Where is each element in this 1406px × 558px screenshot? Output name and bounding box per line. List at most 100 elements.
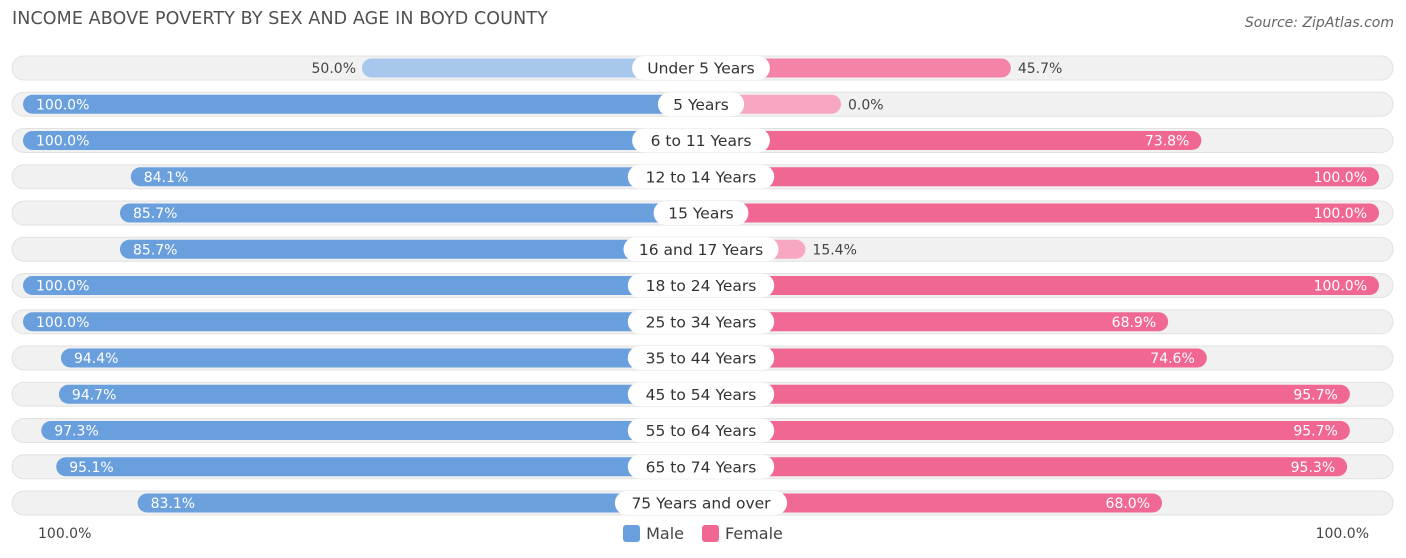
axis-left-label: 100.0% xyxy=(38,526,92,542)
male-bar xyxy=(41,421,701,440)
male-bar xyxy=(119,203,702,223)
male-bar xyxy=(130,167,701,187)
chart-row: 95.1% 95.3% 65 to 74 Years xyxy=(11,454,1394,480)
legend-swatch-female xyxy=(702,525,720,542)
category-label: 15 Years xyxy=(668,205,734,223)
category-label: 12 to 14 Years xyxy=(646,168,757,186)
legend-item-male: Male xyxy=(623,524,684,543)
category-label: 6 to 11 Years xyxy=(651,132,752,150)
category-label: 18 to 24 Years xyxy=(646,277,757,295)
category-pill xyxy=(627,164,775,189)
male-value-label: 85.7% xyxy=(133,242,177,258)
female-bar xyxy=(701,493,1163,513)
legend-swatch-male xyxy=(623,525,641,542)
category-pill xyxy=(632,56,770,80)
category-pill xyxy=(627,309,775,334)
female-value-label: 15.4% xyxy=(812,242,856,258)
male-value-label: 94.4% xyxy=(74,351,118,367)
chart-row: 94.7% 95.7% 45 to 54 Years xyxy=(11,381,1394,407)
legend-label-male: Male xyxy=(646,524,685,543)
category-pill xyxy=(614,491,788,515)
category-pill xyxy=(627,418,775,443)
source-note: Source: ZipAtlas.com xyxy=(1244,15,1394,31)
female-bar xyxy=(701,203,1379,223)
female-bar xyxy=(701,312,1169,332)
female-bar xyxy=(701,457,1348,477)
chart-row: 83.1% 68.0% 75 Years and over xyxy=(11,490,1394,516)
female-bar xyxy=(701,167,1379,187)
female-value-label: 45.7% xyxy=(1018,61,1062,77)
category-pill xyxy=(627,346,775,370)
category-label: 45 to 54 Years xyxy=(646,386,757,404)
category-pill xyxy=(627,382,775,407)
female-value-label: 100.0% xyxy=(1314,279,1367,295)
female-bar xyxy=(701,131,1202,150)
category-label: 65 to 74 Years xyxy=(646,458,757,476)
female-value-label: 95.7% xyxy=(1293,424,1337,440)
male-bar xyxy=(23,312,701,332)
category-pill xyxy=(657,92,745,117)
male-bar xyxy=(23,276,701,295)
category-pill xyxy=(623,237,779,262)
female-bar xyxy=(701,384,1350,404)
female-value-label: 0.0% xyxy=(848,97,884,113)
female-value-label: 68.9% xyxy=(1112,315,1156,331)
chart-row: 84.1% 100.0% 12 to 14 Years xyxy=(11,164,1394,190)
male-bar xyxy=(23,94,701,114)
chart-row: 100.0% 68.9% 25 to 34 Years xyxy=(11,309,1394,335)
male-bar xyxy=(58,384,701,404)
male-value-label: 100.0% xyxy=(36,134,89,150)
category-label: 55 to 64 Years xyxy=(646,422,757,440)
male-value-label: 100.0% xyxy=(36,315,89,331)
female-bar xyxy=(701,421,1350,440)
legend-label-female: Female xyxy=(725,524,783,543)
legend: Male Female xyxy=(0,524,1406,543)
male-bar xyxy=(56,457,702,477)
male-value-label: 100.0% xyxy=(36,279,89,295)
male-value-label: 97.3% xyxy=(54,424,98,440)
male-bar xyxy=(23,131,701,150)
diverging-bar-chart: 50.0% 45.7% Under 5 Years 100.0% 0.0% 5 Years… xyxy=(11,55,1394,516)
female-value-label: 73.8% xyxy=(1145,134,1189,150)
male-value-label: 95.1% xyxy=(69,460,113,476)
category-label: 25 to 34 Years xyxy=(646,313,757,331)
axis-right-label: 100.0% xyxy=(1315,526,1369,542)
male-value-label: 50.0% xyxy=(312,61,356,77)
male-bar xyxy=(362,58,701,78)
female-value-label: 100.0% xyxy=(1314,170,1367,186)
male-value-label: 94.7% xyxy=(72,387,116,403)
male-value-label: 84.1% xyxy=(144,170,188,186)
chart-row: 85.7% 100.0% 15 Years xyxy=(11,200,1394,226)
female-bar xyxy=(701,348,1207,368)
male-value-label: 85.7% xyxy=(133,206,177,222)
category-pill xyxy=(632,128,770,153)
chart-row: 100.0% 73.8% 6 to 11 Years xyxy=(11,128,1394,153)
chart-title: INCOME ABOVE POVERTY BY SEX AND AGE IN B… xyxy=(12,9,548,29)
male-bar xyxy=(137,493,701,513)
category-pill xyxy=(653,201,749,225)
chart-row: 97.3% 95.7% 55 to 64 Years xyxy=(11,418,1394,443)
legend-item-female: Female xyxy=(702,524,783,543)
female-bar xyxy=(701,58,1011,78)
female-bar xyxy=(701,276,1379,295)
female-value-label: 95.7% xyxy=(1293,387,1337,403)
chart-row: 85.7% 15.4% 16 and 17 Years xyxy=(11,236,1394,262)
category-pill xyxy=(627,273,775,298)
male-bar xyxy=(60,348,701,368)
category-label: 35 to 44 Years xyxy=(646,350,757,368)
male-bar xyxy=(119,239,702,259)
female-value-label: 100.0% xyxy=(1314,206,1367,222)
male-value-label: 100.0% xyxy=(36,97,89,113)
category-label: 75 Years and over xyxy=(631,495,771,513)
chart-row: 50.0% 45.7% Under 5 Years xyxy=(11,55,1394,81)
category-pill xyxy=(627,454,775,479)
category-label: 5 Years xyxy=(673,96,729,114)
chart-row: 94.4% 74.6% 35 to 44 Years xyxy=(11,345,1394,371)
female-value-label: 68.0% xyxy=(1106,496,1150,512)
chart-row: 100.0% 0.0% 5 Years xyxy=(11,91,1394,117)
female-value-label: 95.3% xyxy=(1291,460,1335,476)
category-label: Under 5 Years xyxy=(647,60,755,78)
male-value-label: 83.1% xyxy=(151,496,195,512)
female-value-label: 74.6% xyxy=(1150,351,1194,367)
chart-row: 100.0% 100.0% 18 to 24 Years xyxy=(11,273,1394,298)
